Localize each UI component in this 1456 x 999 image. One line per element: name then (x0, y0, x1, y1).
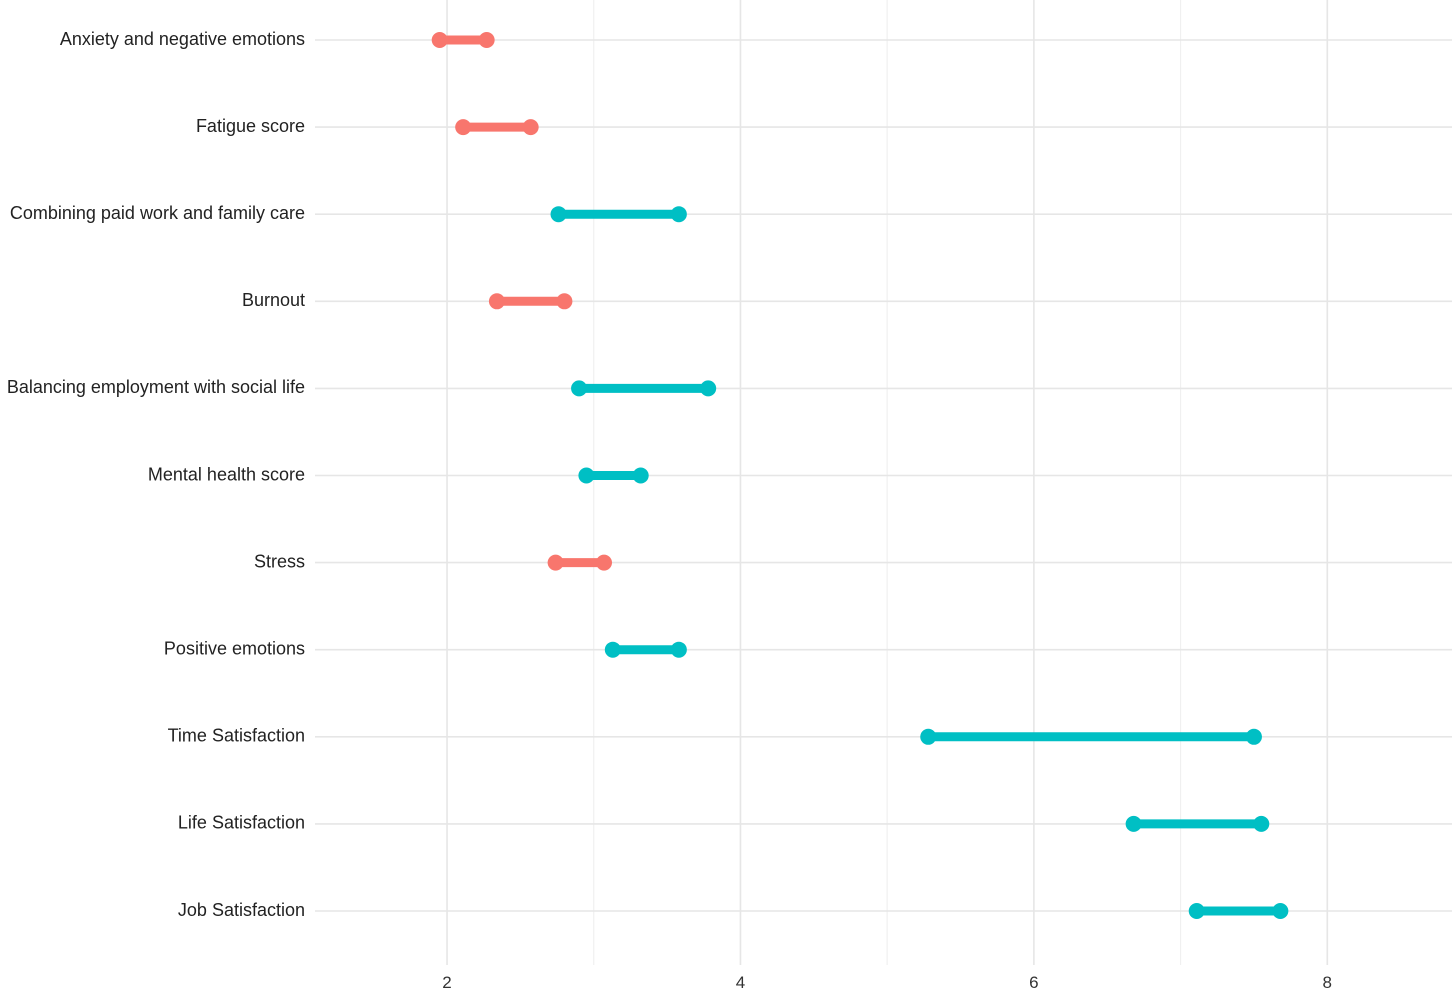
category-label: Burnout (242, 290, 305, 310)
category-label: Life Satisfaction (178, 813, 305, 833)
category-label: Combining paid work and family care (10, 203, 305, 223)
dumbbell-end-point (670, 206, 687, 223)
dumbbell-end-point (670, 641, 687, 658)
dumbbell-row (488, 293, 573, 310)
dumbbell-row (920, 728, 1262, 745)
dumbbell-row (550, 206, 687, 223)
dumbbell-end-point (596, 554, 613, 571)
x-axis-ticks: 2 4 6 8 (442, 973, 1332, 992)
dumbbell-start-point (920, 728, 937, 745)
dumbbell-row (455, 119, 539, 136)
dumbbell-end-point (1245, 728, 1262, 745)
dumbbell-end-point (1272, 903, 1289, 919)
y-axis-labels: Anxiety and negative emotions Fatigue sco… (7, 29, 305, 920)
dumbbell-end-point (522, 119, 539, 136)
category-label: Mental health score (148, 464, 305, 484)
dumbbell-row (578, 467, 649, 484)
x-tick-label: 4 (736, 973, 745, 992)
category-label: Stress (254, 551, 305, 571)
dumbbell-row (547, 554, 613, 571)
dumbbell-row (571, 380, 717, 397)
dumbbell-start-point (571, 380, 588, 397)
dumbbell-start-point (1188, 903, 1205, 919)
dumbbell-end-point (478, 32, 495, 48)
category-label: Positive emotions (164, 638, 305, 658)
category-label: Time Satisfaction (168, 726, 305, 746)
category-label: Job Satisfaction (178, 900, 305, 920)
dumbbell-end-point (1253, 815, 1270, 832)
dumbbell-start-point (604, 641, 621, 658)
dumbbell-row (431, 32, 495, 48)
dumbbell-end-point (632, 467, 649, 484)
dumbbell-row (604, 641, 687, 658)
dumbbell-start-point (1125, 815, 1142, 832)
dumbbell-start-point (578, 467, 595, 484)
dumbbell-row (1125, 815, 1270, 832)
grid-lines (315, 0, 1452, 965)
dumbbell-row (1188, 903, 1289, 919)
dumbbell-start-point (547, 554, 564, 571)
x-tick-label: 2 (442, 973, 451, 992)
x-tick-label: 8 (1323, 973, 1332, 992)
dumbbell-start-point (550, 206, 567, 223)
category-label: Balancing employment with social life (7, 377, 305, 397)
dumbbell-rows (431, 32, 1289, 919)
x-tick-label: 6 (1029, 973, 1038, 992)
dumbbell-start-point (488, 293, 505, 310)
dumbbell-end-point (700, 380, 717, 397)
dumbbell-start-point (455, 119, 472, 136)
dumbbell-start-point (431, 32, 448, 48)
category-label: Anxiety and negative emotions (60, 29, 305, 49)
category-label: Fatigue score (196, 116, 305, 136)
dumbbell-end-point (556, 293, 573, 310)
